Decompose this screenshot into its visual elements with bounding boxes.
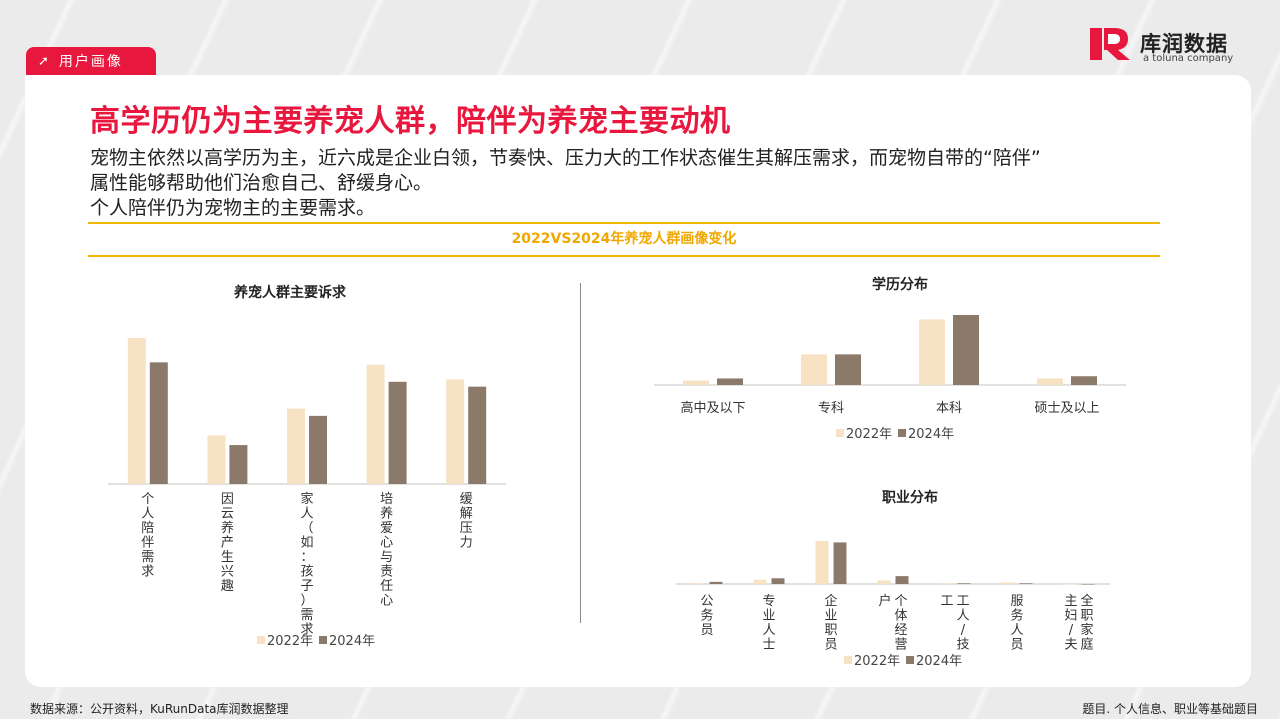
- kurun-logo-mark: [1090, 28, 1130, 60]
- description: 宠物主依然以高学历为主，近六成是企业白领，节奏快、压力大的工作状态催生其解压需求…: [90, 146, 1220, 221]
- footer-question: 题目. 个人信息、职业等基础题目: [1082, 702, 1258, 716]
- bar-2022: [683, 380, 709, 385]
- category-label: 主妇/夫: [1064, 594, 1077, 653]
- category-label: 工人/技: [956, 594, 969, 653]
- legend-label-2022: 2022年: [267, 634, 313, 649]
- section-tag-label: 用户画像: [58, 54, 123, 70]
- bar-2024: [953, 315, 979, 385]
- bar-2024: [229, 445, 248, 484]
- bar-2022: [919, 319, 945, 385]
- legend-label-2024: 2024年: [908, 427, 954, 442]
- bar-2024: [833, 542, 847, 584]
- chart-title-motivation: 养宠人群主要诉求: [234, 285, 346, 301]
- bar-2022: [287, 408, 305, 484]
- bar-2024: [895, 576, 909, 584]
- page-title: 高学历仍为主要养宠人群，陪伴为养宠主要动机: [90, 104, 731, 139]
- bar-2022: [801, 354, 827, 385]
- bar-2024: [1081, 584, 1095, 585]
- category-label: 因云养产生兴趣: [221, 492, 234, 594]
- description-line: 个人陪伴仍为宠物主的主要需求。: [90, 197, 376, 219]
- bar-2022: [207, 435, 226, 484]
- bar-2022: [691, 583, 705, 584]
- bar-2022: [1037, 378, 1063, 385]
- bar-2022: [753, 579, 767, 584]
- logo-subtitle: a toluna company: [1143, 53, 1234, 64]
- category-label: 缓解压力: [460, 492, 473, 551]
- bar-2022: [1063, 584, 1077, 585]
- bar-2024: [1019, 583, 1033, 584]
- category-label: 工: [940, 594, 953, 609]
- chart-divider: [580, 283, 581, 623]
- bar-2024: [709, 581, 723, 584]
- legend-label-2022: 2022年: [846, 427, 892, 442]
- legend-swatch-2024: [906, 656, 914, 664]
- bar-2024: [717, 378, 743, 385]
- category-label: 企业职员: [824, 593, 837, 653]
- chart-title-education: 学历分布: [872, 277, 928, 293]
- bar-2024: [309, 415, 327, 484]
- legend-swatch-2022: [257, 636, 265, 644]
- company-logo: 库润数据 a toluna company: [1088, 26, 1248, 66]
- bar-2024: [1071, 376, 1097, 385]
- section-tag: ➚ 用户画像: [26, 47, 156, 75]
- bar-2024: [149, 362, 168, 484]
- band-top-line: [88, 222, 1160, 224]
- band-title: 2022VS2024年养宠人群画像变化: [511, 231, 737, 247]
- legend-label-2024: 2024年: [329, 634, 375, 649]
- bar-2024: [957, 583, 971, 584]
- category-label: 全职家庭: [1080, 593, 1093, 653]
- bar-2024: [771, 578, 785, 584]
- category-label: 高中及以下: [680, 400, 745, 416]
- legend-swatch-2024: [319, 636, 327, 644]
- logo-name: 库润数据: [1140, 32, 1228, 56]
- bar-2022: [877, 580, 891, 584]
- footer-source: 数据来源：公开资料，KuRunData库润数据整理: [30, 702, 289, 716]
- category-label: 个体经营: [894, 594, 907, 653]
- category-label: 服务人员: [1010, 594, 1023, 653]
- bar-2022: [366, 364, 385, 484]
- category-label: 公务员: [700, 594, 713, 638]
- category-label: 户: [878, 593, 891, 609]
- bar-2022: [815, 541, 829, 584]
- description-line: 宠物主依然以高学历为主，近六成是企业白领，节奏快、压力大的工作状态催生其解压需求…: [90, 147, 1041, 169]
- category-label: 硕士及以上: [1034, 401, 1099, 416]
- description-line: 属性能够帮助他们治愈自己、舒缓身心。: [90, 172, 433, 194]
- band-bottom-line: [88, 255, 1160, 257]
- category-label: 专业人士: [762, 594, 775, 653]
- legend-swatch-2024: [898, 429, 906, 437]
- legend-label-2022: 2022年: [854, 654, 900, 669]
- bar-2024: [835, 354, 861, 385]
- chart-title-occupation: 职业分布: [882, 490, 938, 506]
- bar-2022: [1001, 582, 1015, 584]
- category-label: 本科: [936, 401, 962, 416]
- arrow-up-right-icon: ➚: [38, 53, 51, 69]
- bar-2022: [127, 338, 146, 484]
- bar-2022: [939, 583, 953, 584]
- bar-2022: [446, 379, 465, 484]
- bar-2024: [388, 381, 407, 484]
- legend-swatch-2022: [836, 429, 844, 437]
- category-label: 培养爱心与责任心: [380, 491, 393, 609]
- category-label: 家人（如：孩子）需求: [300, 491, 313, 638]
- category-label: 专科: [818, 401, 844, 416]
- legend-swatch-2022: [844, 656, 852, 664]
- bar-2024: [468, 386, 487, 484]
- category-label: 个人陪伴需求: [141, 492, 154, 580]
- legend-label-2024: 2024年: [916, 654, 962, 669]
